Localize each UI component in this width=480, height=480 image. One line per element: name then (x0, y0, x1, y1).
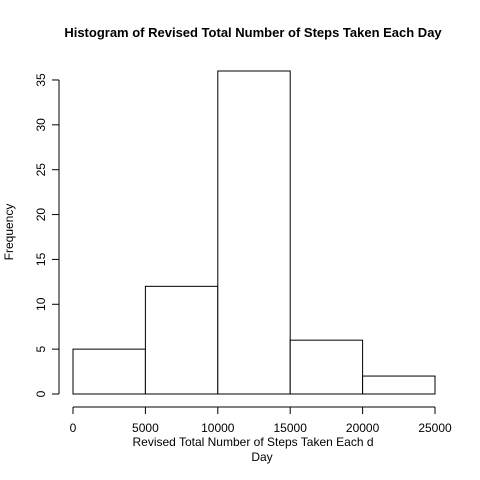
y-axis: 0 5 10 15 20 25 30 35 (34, 73, 60, 397)
x-tick-label-15000: 15000 (274, 421, 308, 435)
x-tick-label-10000: 10000 (201, 421, 235, 435)
bars-group (72, 70, 436, 395)
histogram-bar-3 (289, 339, 364, 395)
y-tick-label-10: 10 (34, 297, 48, 311)
x-axis-label-line1: Revised Total Number of Steps Taken Each… (132, 435, 373, 449)
x-tick-label-20000: 20000 (346, 421, 380, 435)
y-tick-label-25: 25 (34, 163, 48, 177)
histogram-bar-0 (72, 348, 146, 395)
x-tick-label-5000: 5000 (132, 421, 159, 435)
y-tick-label-35: 35 (34, 73, 48, 87)
y-tick-label-30: 30 (34, 118, 48, 132)
y-tick-label-20: 20 (34, 208, 48, 222)
histogram-bar-2 (217, 70, 291, 395)
x-axis-label-line2: Day (251, 450, 272, 464)
x-axis: 0 5000 10000 15000 20000 25000 (70, 406, 452, 435)
histogram-bar-1 (144, 285, 219, 395)
histogram-bar-4 (362, 375, 436, 395)
y-tick-label-15: 15 (34, 252, 48, 266)
x-tick-label-25000: 25000 (418, 421, 452, 435)
y-tick-label-0: 0 (34, 390, 48, 397)
y-axis-label: Frequency (2, 204, 16, 261)
chart-title: Histogram of Revised Total Number of Ste… (64, 25, 442, 40)
x-tick-label-0: 0 (70, 421, 77, 435)
y-tick-label-5: 5 (34, 345, 48, 352)
